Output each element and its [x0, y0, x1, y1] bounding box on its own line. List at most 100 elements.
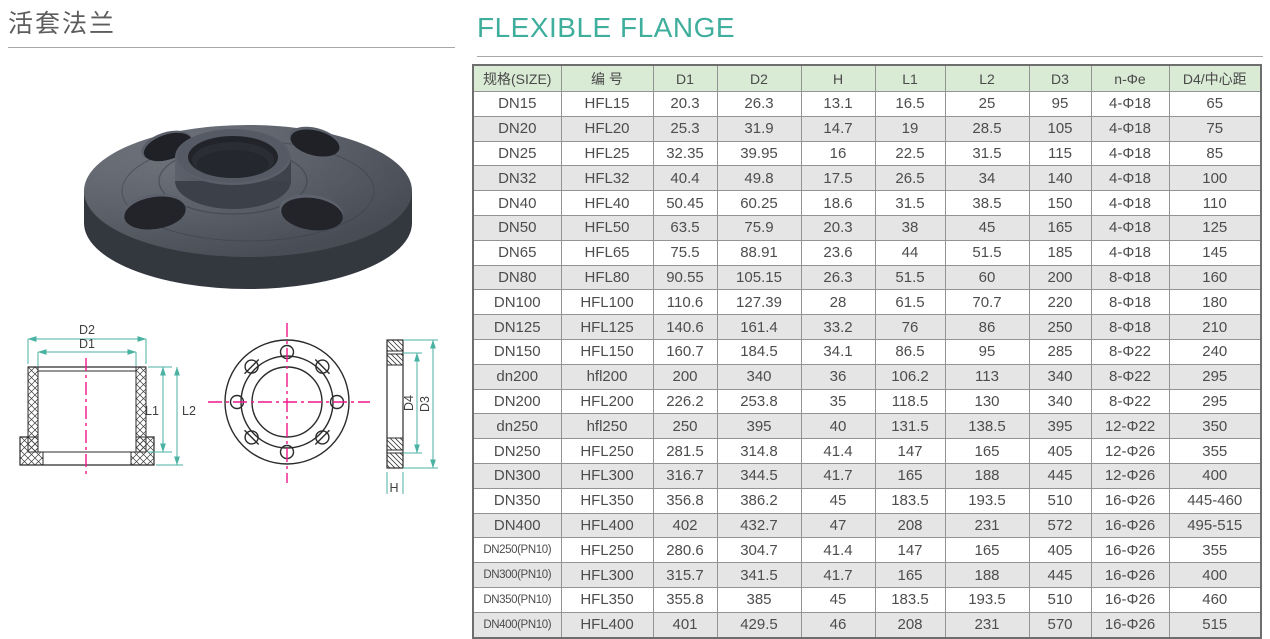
- table-cell: 510: [1028, 586, 1092, 613]
- table-cell: HFL80: [560, 264, 654, 291]
- table-cell: 180: [1168, 289, 1262, 316]
- table-cell: 41.7: [800, 462, 876, 489]
- table-cell: 118.5: [874, 388, 946, 415]
- table-cell: 41.4: [800, 537, 876, 564]
- table-row: DN80 HFL80 90.55 105.15 26.3 51.5 60 200 8-Φ18 16…: [472, 264, 1262, 291]
- table-cell: 385: [716, 586, 802, 613]
- table-cell: HFL250: [560, 537, 654, 564]
- table-cell: 220: [1028, 289, 1092, 316]
- table-row: DN150 HFL150 160.7 184.5 34.1 86.5 95 285 8-Φ22 2…: [472, 338, 1262, 365]
- table-cell: 115: [1028, 140, 1092, 167]
- table-cell: 304.7: [716, 537, 802, 564]
- table-cell: HFL15: [560, 91, 654, 117]
- drawing-side-view: D4 D3 H: [386, 339, 438, 495]
- table-cell: 253.8: [716, 388, 802, 415]
- dim-label-d1: D1: [79, 337, 95, 351]
- dim-label-l2: L2: [182, 404, 196, 418]
- table-cell: 16: [800, 140, 876, 167]
- table-cell: 20.3: [652, 91, 718, 117]
- table-cell: DN32: [472, 165, 562, 192]
- table-cell: 515: [1168, 611, 1262, 639]
- table-cell: 47: [800, 512, 876, 539]
- table-cell: 4-Φ18: [1090, 140, 1170, 167]
- table-cell: 231: [944, 512, 1030, 539]
- table-cell: 183.5: [874, 487, 946, 514]
- dim-label-d3: D3: [418, 396, 432, 412]
- table-cell: 147: [874, 537, 946, 564]
- table-cell: 17.5: [800, 165, 876, 192]
- column-header: D2: [716, 64, 802, 92]
- column-header: L2: [944, 64, 1030, 92]
- table-cell: DN300(PN10): [472, 562, 562, 588]
- table-cell: 46: [800, 611, 876, 639]
- table-cell: 16-Φ26: [1090, 487, 1170, 514]
- table-cell: HFL350: [560, 487, 654, 514]
- dim-label-d2: D2: [79, 323, 95, 337]
- table-cell: DN350(PN10): [472, 586, 562, 613]
- table-cell: HFL25: [560, 140, 654, 167]
- table-cell: 281.5: [652, 438, 718, 464]
- table-cell: DN100: [472, 289, 562, 316]
- table-cell: 23.6: [800, 239, 876, 266]
- table-row: DN250(PN10) HFL250 280.6 304.7 41.4 147 165 405…: [472, 537, 1262, 564]
- table-cell: HFL400: [560, 512, 654, 539]
- table-cell: 400: [1168, 562, 1262, 588]
- table-cell: 88.91: [716, 239, 802, 266]
- table-cell: 38: [874, 214, 946, 241]
- table-cell: 16-Φ26: [1090, 512, 1170, 539]
- table-cell: 12-Φ26: [1090, 462, 1170, 489]
- table-row: DN300(PN10) HFL300 315.7 341.5 41.7 165 188 445…: [472, 562, 1262, 588]
- table-cell: 208: [874, 512, 946, 539]
- table-cell: 61.5: [874, 289, 946, 316]
- table-row: DN25 HFL25 32.35 39.95 16 22.5 31.5 115 4-Φ18 85: [472, 140, 1262, 167]
- table-cell: 340: [1028, 363, 1092, 390]
- table-cell: 45: [800, 586, 876, 613]
- table-cell: 28: [800, 289, 876, 316]
- table-cell: 400: [1168, 462, 1262, 489]
- table-cell: 165: [874, 562, 946, 588]
- table-cell: 40.4: [652, 165, 718, 192]
- table-cell: 95: [944, 338, 1030, 365]
- table-cell: 445: [1028, 562, 1092, 588]
- table-cell: 145: [1168, 239, 1262, 266]
- table-cell: HFL400: [560, 611, 654, 639]
- table-cell: 127.39: [716, 289, 802, 316]
- table-cell: 165: [1028, 214, 1092, 241]
- table-cell: 395: [716, 413, 802, 440]
- table-cell: 60: [944, 264, 1030, 291]
- table-cell: 39.95: [716, 140, 802, 167]
- table-cell: 4-Φ18: [1090, 190, 1170, 216]
- table-cell: DN125: [472, 314, 562, 340]
- table-cell: HFL40: [560, 190, 654, 216]
- column-header: H: [800, 64, 876, 92]
- table-cell: 35: [800, 388, 876, 415]
- table-cell: 100: [1168, 165, 1262, 192]
- table-cell: DN65: [472, 239, 562, 266]
- table-cell: 70.7: [944, 289, 1030, 316]
- table-cell: 188: [944, 462, 1030, 489]
- table-cell: 26.3: [716, 91, 802, 117]
- table-cell: 106.2: [874, 363, 946, 390]
- flange-hub: [175, 129, 291, 209]
- table-cell: 4-Φ18: [1090, 165, 1170, 192]
- table-cell: 40: [800, 413, 876, 440]
- table-cell: DN150: [472, 338, 562, 365]
- table-cell: 22.5: [874, 140, 946, 167]
- table-cell: 45: [944, 214, 1030, 241]
- table-cell: 34.1: [800, 338, 876, 365]
- table-cell: 350: [1168, 413, 1262, 440]
- table-cell: 131.5: [874, 413, 946, 440]
- table-cell: 445-460: [1168, 487, 1262, 514]
- table-cell: 125: [1168, 214, 1262, 241]
- table-cell: 160: [1168, 264, 1262, 291]
- product-photo-flange: [84, 125, 412, 289]
- table-cell: 86: [944, 314, 1030, 340]
- table-cell: 8-Φ22: [1090, 363, 1170, 390]
- table-cell: 429.5: [716, 611, 802, 639]
- table-cell: 16-Φ26: [1090, 562, 1170, 588]
- table-cell: 4-Φ18: [1090, 115, 1170, 142]
- table-cell: 86.5: [874, 338, 946, 365]
- table-cell: 8-Φ18: [1090, 289, 1170, 316]
- table-cell: 26.3: [800, 264, 876, 291]
